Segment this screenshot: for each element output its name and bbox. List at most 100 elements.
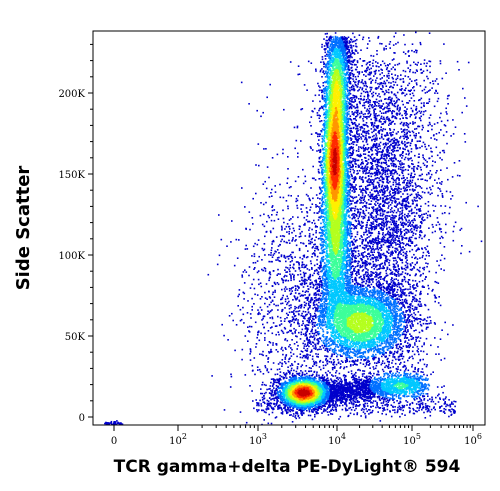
event-dot [296, 388, 298, 390]
event-dot [310, 368, 312, 370]
event-dot [355, 206, 357, 208]
event-dot [324, 45, 326, 47]
event-dot [313, 371, 315, 373]
event-dot [360, 129, 362, 131]
event-dot [296, 403, 298, 405]
event-dot [301, 375, 303, 377]
event-dot [303, 377, 305, 379]
event-dot [323, 82, 325, 84]
event-dot [300, 366, 302, 368]
event-dot [320, 278, 322, 280]
event-dot [270, 390, 272, 392]
event-dot [327, 61, 329, 63]
event-dot [308, 415, 310, 417]
event-dot [353, 106, 355, 108]
event-dot [277, 391, 279, 393]
event-dot [322, 405, 324, 407]
event-dot [305, 388, 307, 390]
event-dot [349, 244, 351, 246]
event-dot [346, 211, 348, 213]
event-dot [284, 382, 286, 384]
event-dot [292, 373, 294, 375]
event-dot [294, 407, 296, 409]
event-dot [352, 200, 354, 202]
event-dot [323, 66, 325, 68]
density-dots [104, 32, 482, 427]
event-dot [294, 375, 296, 377]
event-dot [294, 398, 296, 400]
event-dot [298, 381, 300, 383]
event-dot [297, 368, 299, 370]
event-dot [296, 382, 298, 384]
event-dot [318, 278, 320, 280]
event-dot [249, 385, 251, 387]
event-dot [305, 377, 307, 379]
event-dot [321, 412, 323, 414]
event-dot [298, 384, 300, 386]
event-dot [280, 391, 282, 393]
event-dot [301, 385, 303, 387]
event-dot [273, 387, 275, 389]
event-dot [311, 406, 313, 408]
event-dot [295, 386, 297, 388]
event-dot [283, 372, 285, 374]
event-dot [297, 407, 299, 409]
event-dot [320, 223, 322, 225]
event-dot [325, 58, 327, 60]
event-dot [261, 384, 263, 386]
event-dot [289, 383, 291, 385]
event-dot [360, 265, 362, 267]
event-dot [322, 278, 324, 280]
event-dot [299, 394, 301, 396]
event-dot [285, 384, 287, 386]
event-dot [272, 389, 274, 391]
event-dot [297, 366, 299, 368]
event-dot [357, 256, 359, 258]
event-dot [306, 376, 308, 378]
event-dot [283, 404, 285, 406]
event-dot [297, 395, 299, 397]
event-dot [350, 139, 352, 141]
event-dot [347, 98, 349, 100]
event-dot [351, 228, 353, 230]
event-dot [303, 413, 305, 415]
event-dot [281, 385, 283, 387]
event-dot [284, 377, 286, 379]
event-dot [348, 198, 350, 200]
event-dot [329, 50, 331, 52]
event-dot [324, 147, 326, 149]
event-dot [302, 390, 304, 392]
event-dot [295, 401, 297, 403]
event-dot [285, 394, 287, 396]
event-dot [350, 276, 352, 278]
event-dot [277, 393, 279, 395]
event-dot [275, 392, 277, 394]
event-dot [351, 47, 353, 49]
event-dot [345, 226, 347, 228]
event-dot [286, 382, 288, 384]
event-dot [315, 378, 317, 380]
event-dot [352, 50, 354, 52]
event-dot [293, 393, 295, 395]
event-dot [271, 378, 273, 380]
event-dot [312, 411, 314, 413]
event-dot [275, 379, 277, 381]
event-dot [291, 386, 293, 388]
event-dot [298, 391, 300, 393]
event-dot [324, 55, 326, 57]
event-dot [300, 386, 302, 388]
event-dot [354, 99, 356, 101]
event-dot [287, 400, 289, 402]
event-dot [279, 375, 281, 377]
event-dot [336, 311, 338, 313]
event-dot [288, 404, 290, 406]
event-dot [317, 83, 319, 85]
event-dot [323, 85, 325, 87]
event-dot [275, 374, 277, 376]
event-dot [273, 398, 275, 400]
event-dot [316, 226, 318, 228]
event-dot [274, 400, 276, 402]
event-dot [285, 398, 287, 400]
event-dot [285, 375, 287, 377]
event-dot [301, 414, 303, 416]
